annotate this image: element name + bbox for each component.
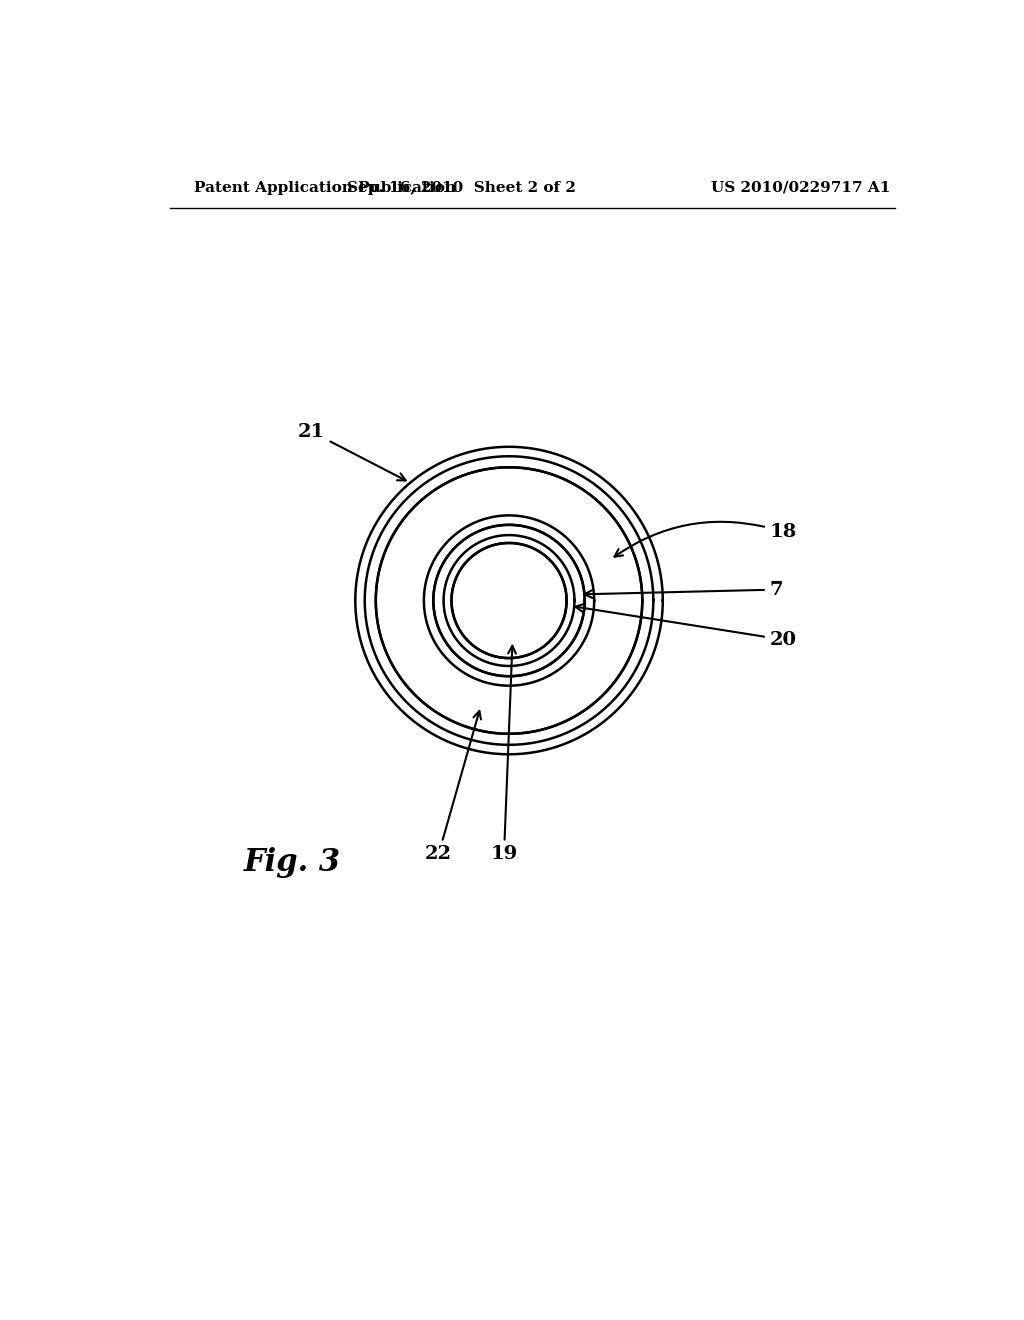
Text: Patent Application Publication: Patent Application Publication [194, 181, 456, 194]
Polygon shape [376, 467, 642, 734]
Polygon shape [355, 446, 663, 754]
Text: Sep. 16, 2010  Sheet 2 of 2: Sep. 16, 2010 Sheet 2 of 2 [347, 181, 577, 194]
Polygon shape [452, 543, 566, 659]
Text: 22: 22 [425, 711, 481, 863]
Text: 19: 19 [490, 645, 518, 863]
Polygon shape [424, 515, 594, 685]
Polygon shape [443, 535, 574, 667]
Text: 7: 7 [585, 581, 783, 598]
Polygon shape [365, 457, 653, 744]
Text: 21: 21 [298, 422, 406, 480]
Text: 18: 18 [614, 521, 797, 557]
Text: US 2010/0229717 A1: US 2010/0229717 A1 [711, 181, 891, 194]
Text: Fig. 3: Fig. 3 [244, 847, 341, 878]
Polygon shape [355, 446, 663, 754]
Text: 20: 20 [575, 605, 797, 648]
Polygon shape [433, 525, 585, 676]
